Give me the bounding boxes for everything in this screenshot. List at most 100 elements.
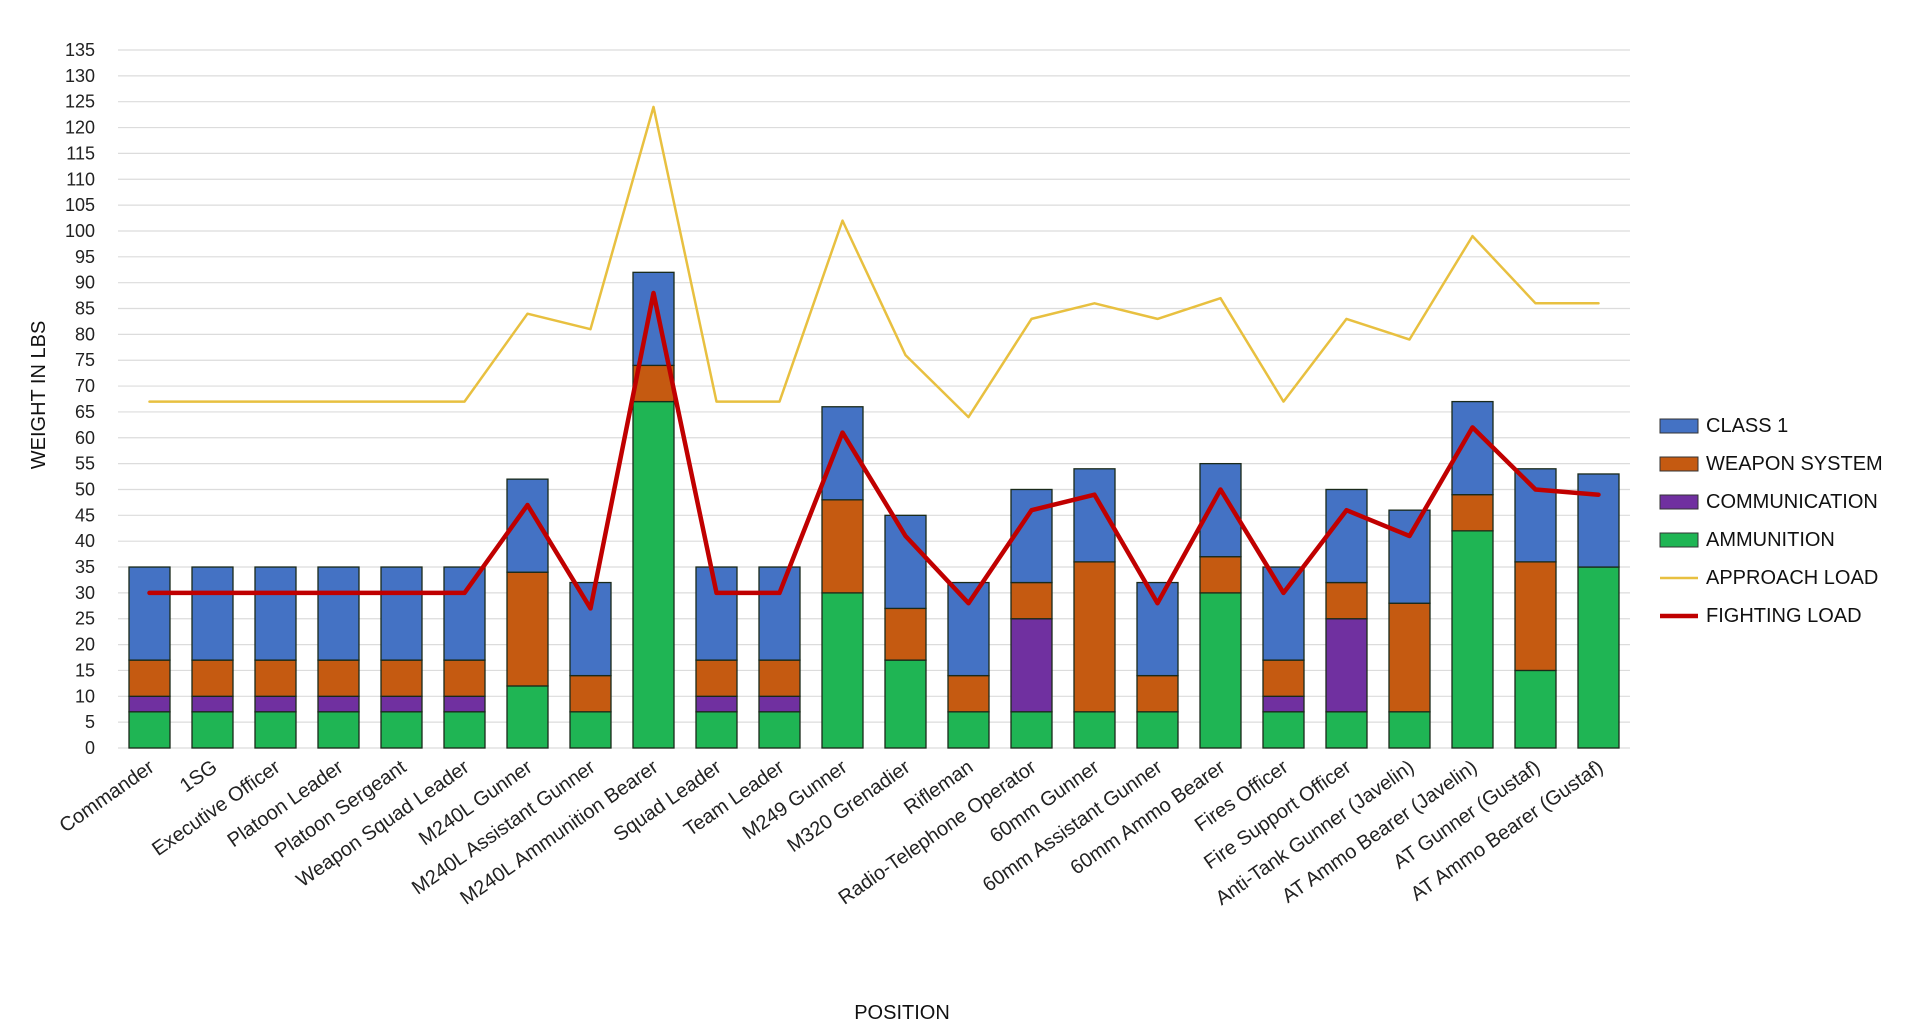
bar-segment-weapon-system [1010,581,1053,620]
legend-label-fighting-load: FIGHTING LOAD [1706,605,1862,627]
y-tick-label: 70 [75,376,95,396]
bar-segment-weapon-system [1073,561,1116,713]
bar-segment-class-1 [758,566,801,661]
bar-stacks [128,271,1620,749]
y-tick-label: 135 [65,40,95,60]
series-lines [147,105,1601,611]
y-tick-label: 80 [75,324,95,344]
y-axis-title: WEIGHT IN LBS [28,321,50,470]
bar-segment-communication [254,695,297,713]
legend-swatch-communication [1659,494,1699,510]
bar-segment-ammunition [506,685,549,749]
bar-segment-class-1 [1325,488,1368,584]
bar-segment-class-1 [1136,581,1179,677]
bar-segment-ammunition [1073,711,1116,749]
y-tick-label: 120 [65,118,95,138]
bar-segment-ammunition [695,711,738,749]
y-tick-label: 45 [75,505,95,525]
y-tick-label: 15 [75,660,95,680]
legend-label-ammunition: AMMUNITION [1706,529,1835,551]
y-tick-label: 110 [66,169,95,189]
bar-segment-ammunition [632,400,675,749]
bar-segment-weapon-system [191,659,234,697]
y-tick-label: 35 [75,557,95,577]
bar-segment-ammunition [947,711,990,749]
y-tick-label: 25 [75,609,95,629]
bar-segment-class-1 [947,581,990,677]
bar-segment-ammunition [1388,711,1431,749]
bar-segment-ammunition [128,711,171,749]
bar-segment-ammunition [443,711,486,749]
y-tick-label: 130 [65,66,95,86]
x-axis-title: POSITION [854,1002,950,1024]
y-tick-label: 40 [75,531,95,551]
bar-segment-communication [695,695,738,713]
y-tick-label: 20 [75,635,95,655]
bar-segment-weapon-system [1451,494,1494,532]
bar-segment-weapon-system [1388,602,1431,713]
bar-segment-ammunition [1136,711,1179,749]
bar-segment-communication [1010,618,1053,713]
bar-segment-weapon-system [884,607,927,661]
bar-segment-ammunition [254,711,297,749]
bar-segment-class-1 [1577,473,1620,568]
bar-segment-weapon-system [506,571,549,687]
bar-segment-ammunition [1514,669,1557,749]
bar-segment-communication [380,695,423,713]
bar-segment-ammunition [1010,711,1053,749]
bar-segment-weapon-system [758,659,801,697]
y-tick-label: 125 [65,92,95,112]
bar-segment-class-1 [128,566,171,661]
y-tick-label: 65 [75,402,95,422]
bar-segment-ammunition [821,592,864,749]
bar-segment-class-1 [884,514,927,610]
bar-segment-weapon-system [947,674,990,713]
bar-segment-weapon-system [317,659,360,697]
bar-segment-ammunition [758,711,801,749]
bar-segment-class-1 [1010,488,1053,584]
bar-segment-class-1 [1262,566,1305,661]
legend-label-weapon-system: WEAPON SYSTEM [1706,453,1883,475]
bar-segment-weapon-system [1325,581,1368,620]
legend: CLASS 1 WEAPON SYSTEM COMMUNICATION AMMUNIT… [1659,415,1883,627]
bar-segment-ammunition [1325,711,1368,749]
bar-segment-ammunition [884,659,927,749]
bar-segment-ammunition [1451,530,1494,749]
series-line-fighting-load [147,290,1601,611]
bar-segment-class-1 [380,566,423,661]
y-tick-label: 95 [75,247,95,267]
bar-segment-ammunition [191,711,234,749]
bar-segment-weapon-system [443,659,486,697]
bar-segment-weapon-system [1136,674,1179,713]
legend-label-class-1: CLASS 1 [1706,415,1788,437]
bar-segment-communication [443,695,486,713]
bar-segment-class-1 [443,566,486,661]
y-tick-label: 90 [75,273,95,293]
y-tick-label: 100 [65,221,95,241]
legend-swatch-ammunition [1659,532,1699,548]
bar-segment-weapon-system [1262,659,1305,697]
y-tick-label: 5 [85,712,95,732]
bar-segment-class-1 [317,566,360,661]
bar-segment-weapon-system [380,659,423,697]
bar-segment-class-1 [191,566,234,661]
bar-segment-communication [1325,618,1368,713]
bar-segment-ammunition [317,711,360,749]
bar-segment-class-1 [1388,509,1431,604]
bar-segment-ammunition [1262,711,1305,749]
bar-segment-class-1 [1514,468,1557,563]
bar-segment-communication [758,695,801,713]
bar-segment-communication [317,695,360,713]
y-axis-ticks: 0 5 10 15 20 25 30 35 40 45 50 55 60 65 70 75 80 85 90 95 10… [65,40,95,758]
bar-segment-ammunition [380,711,423,749]
y-tick-label: 115 [66,143,95,163]
bar-segment-weapon-system [695,659,738,697]
y-tick-label: 55 [75,454,95,474]
series-line-approach-load [148,105,1600,419]
grid-lines [118,49,1630,749]
bar-segment-class-1 [254,566,297,661]
bar-segment-ammunition [1577,566,1620,749]
bar-segment-weapon-system [1199,556,1242,594]
